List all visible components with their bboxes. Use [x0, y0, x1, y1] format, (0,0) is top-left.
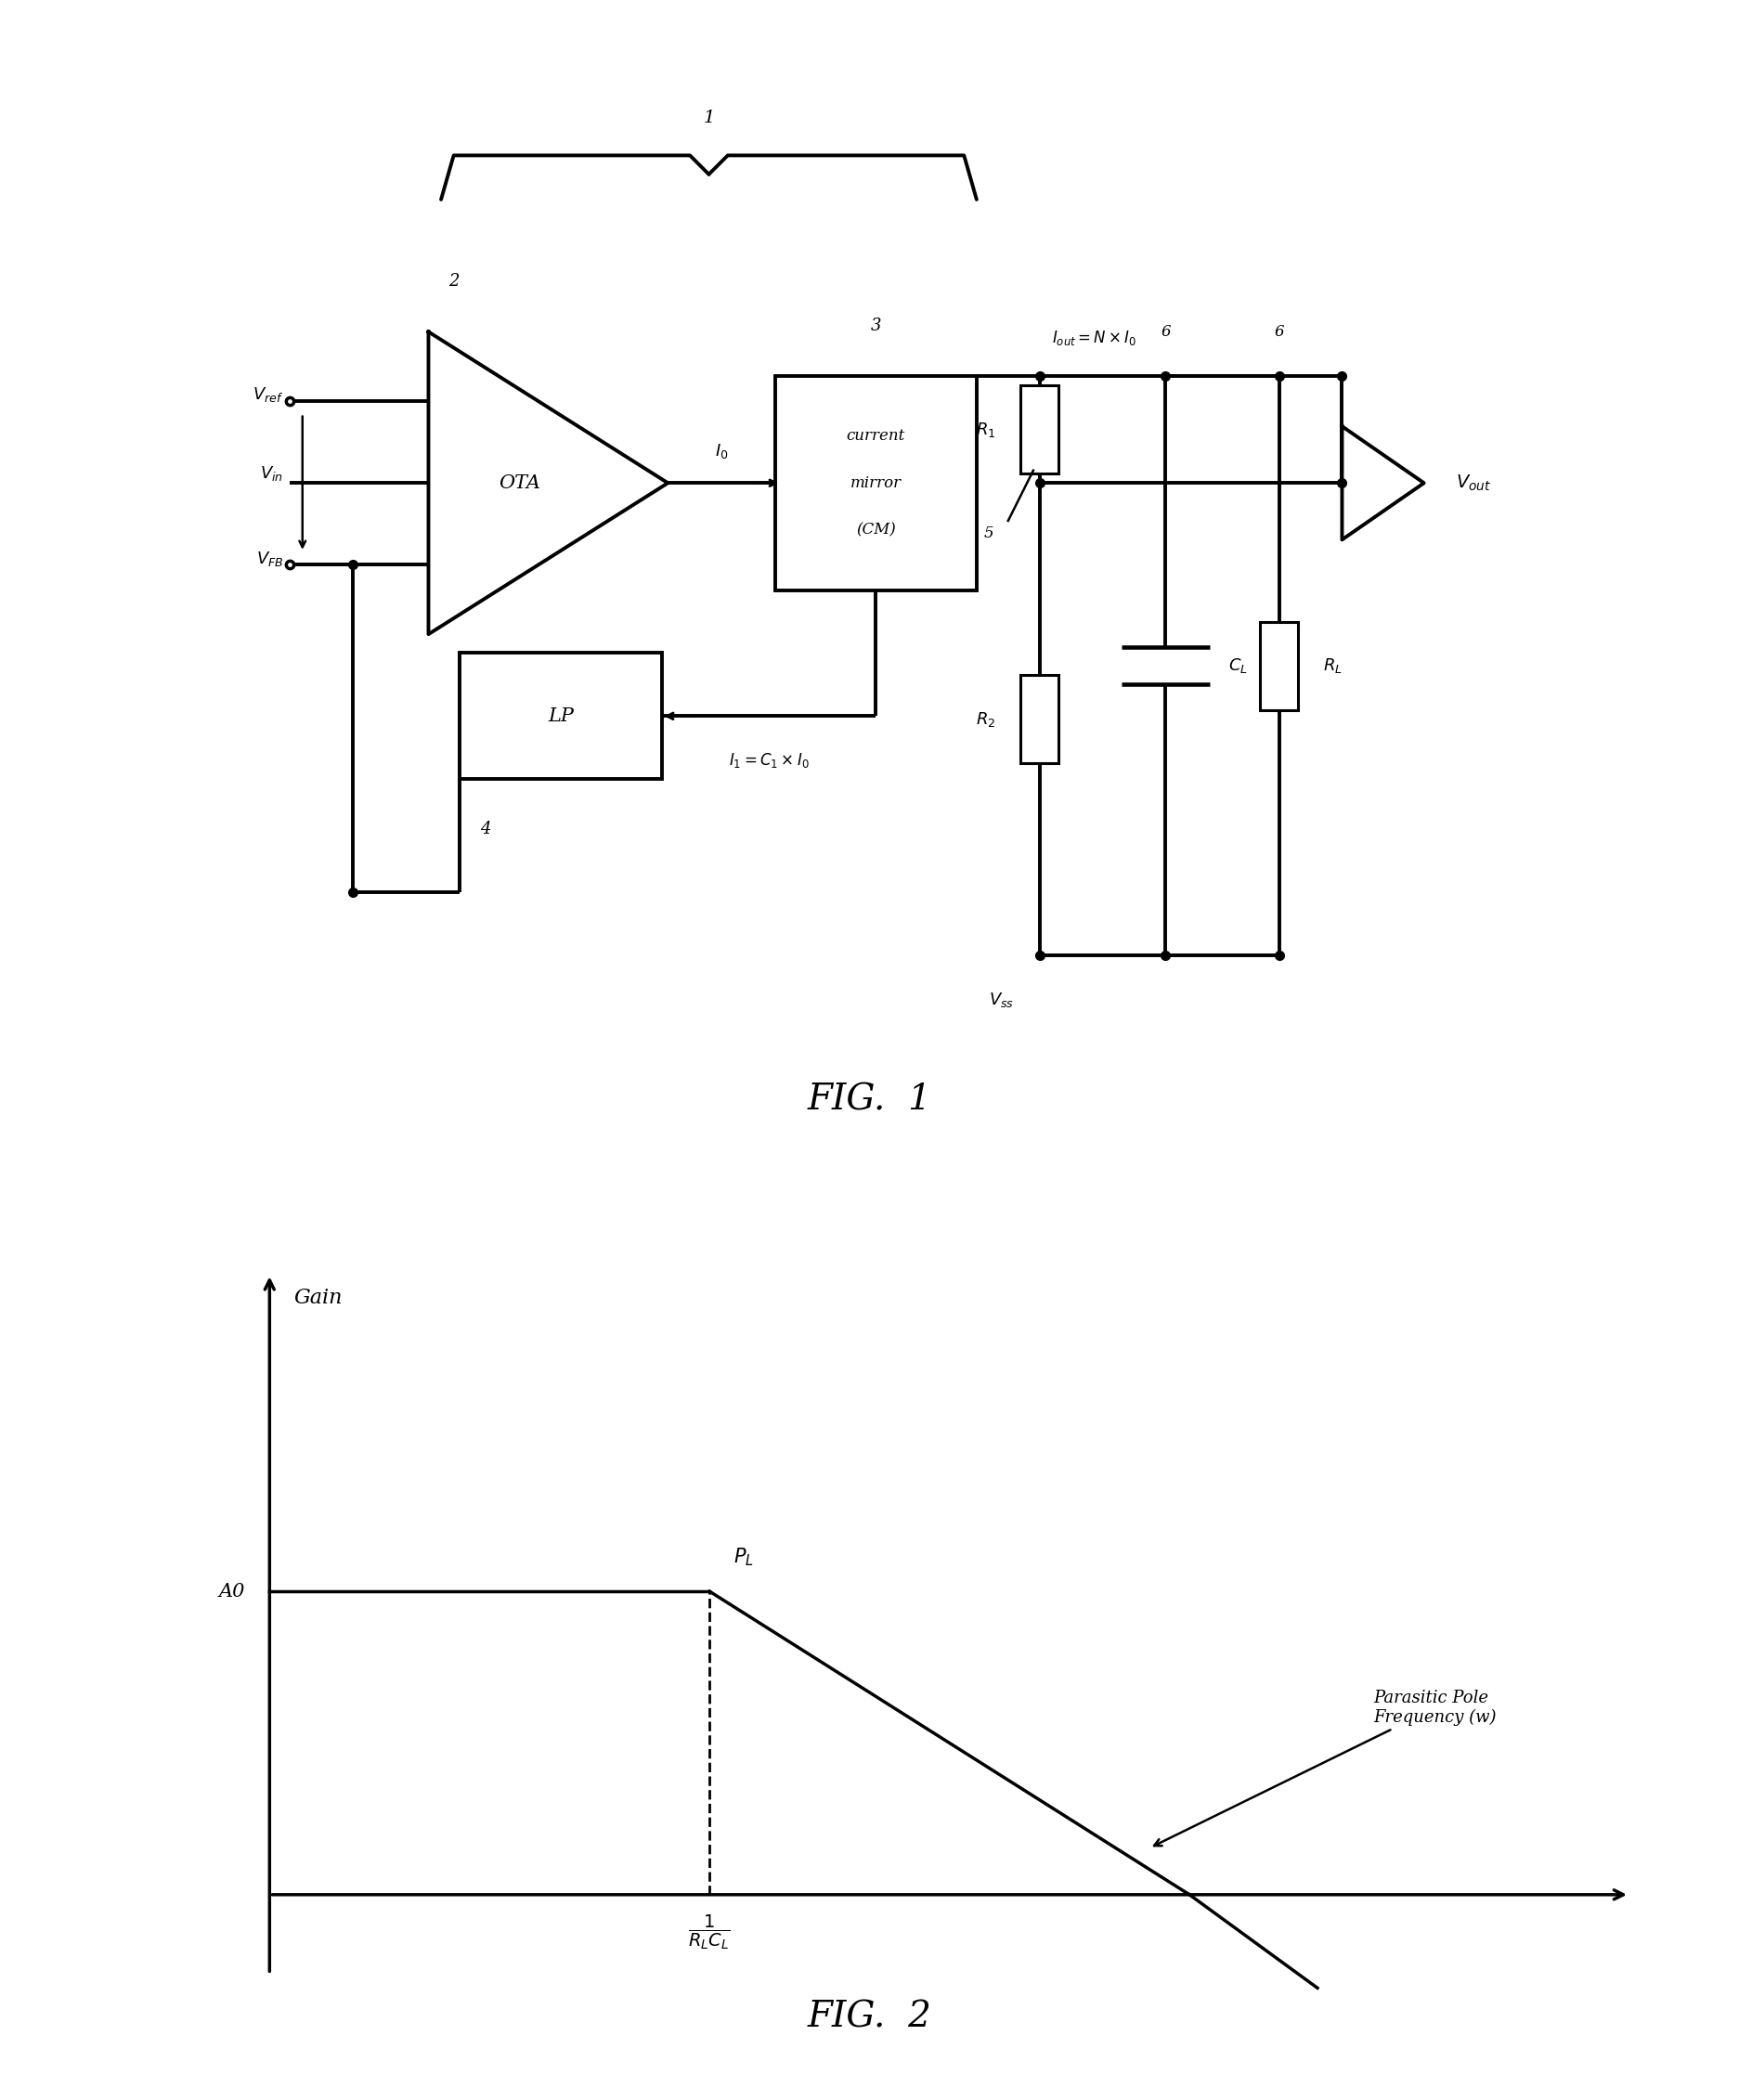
Text: $V_{out}$: $V_{out}$ [1456, 472, 1490, 493]
Text: $I_0$: $I_0$ [715, 443, 729, 460]
Bar [1261, 622, 1297, 710]
Text: $R_1$: $R_1$ [976, 420, 995, 439]
Polygon shape [1343, 426, 1424, 540]
Bar [1021, 386, 1059, 475]
Text: Parasitic Pole
Frequency (w): Parasitic Pole Frequency (w) [1155, 1691, 1497, 1846]
Text: $I_{out}=N\times I_0$: $I_{out}=N\times I_0$ [1052, 330, 1137, 347]
Text: 5: 5 [984, 525, 995, 542]
Text: 3: 3 [871, 317, 882, 334]
Text: $I_1 = C_1 \times I_0$: $I_1 = C_1 \times I_0$ [729, 752, 809, 769]
Text: $V_{ss}$: $V_{ss}$ [989, 991, 1014, 1008]
Text: $R_L$: $R_L$ [1323, 657, 1343, 674]
Text: $P_L$: $P_L$ [734, 1546, 753, 1569]
Text: FIG.  1: FIG. 1 [807, 1084, 932, 1117]
Text: $\dfrac{1}{R_L C_L}$: $\dfrac{1}{R_L C_L}$ [689, 1913, 730, 1951]
Text: 4: 4 [480, 821, 490, 838]
Text: current: current [847, 428, 906, 443]
Text: $R_2$: $R_2$ [976, 710, 995, 729]
Text: (CM): (CM) [856, 523, 896, 538]
Text: A0: A0 [219, 1583, 245, 1600]
Text: 6: 6 [1275, 323, 1283, 340]
Text: OTA: OTA [499, 475, 541, 491]
Text: FIG.  2: FIG. 2 [807, 2001, 932, 2035]
Text: LP: LP [548, 708, 574, 724]
Text: 6: 6 [1160, 323, 1170, 340]
Polygon shape [428, 332, 668, 634]
Text: $V_{ref}$: $V_{ref}$ [252, 386, 283, 403]
Text: $V_{FB}$: $V_{FB}$ [256, 550, 283, 567]
Bar [776, 376, 977, 590]
Text: $V_{in}$: $V_{in}$ [261, 464, 283, 483]
Text: $C_L$: $C_L$ [1229, 657, 1249, 674]
Bar [1021, 676, 1059, 764]
Text: Gain: Gain [294, 1287, 343, 1308]
Bar [461, 653, 661, 779]
Text: 1: 1 [703, 109, 715, 126]
Text: mirror: mirror [850, 475, 901, 491]
Text: 2: 2 [449, 273, 459, 290]
